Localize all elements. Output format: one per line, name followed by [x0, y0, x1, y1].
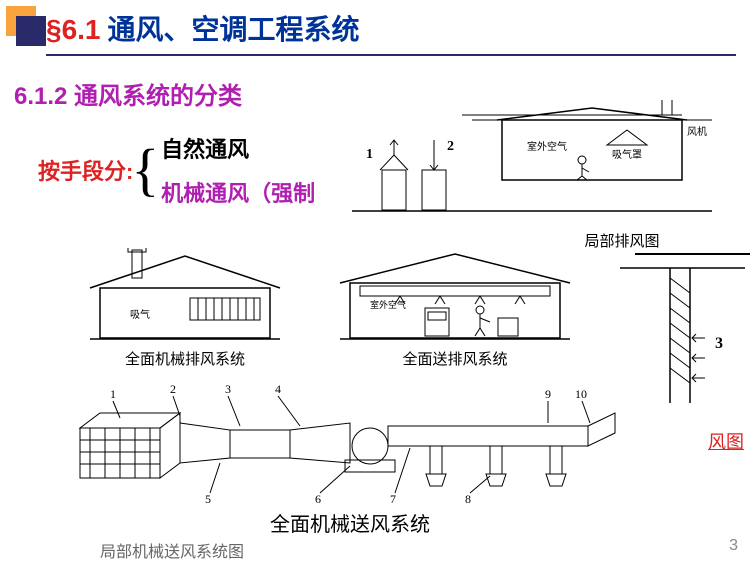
caption-bottom-fragment-wrap: 局部机械送风系统图 — [100, 538, 244, 562]
svg-text:1: 1 — [110, 387, 116, 401]
label-fan: 风机 — [687, 125, 707, 138]
diagram-full-supply: 1 2 3 4 5 6 7 8 9 10 全面机械送风系统 — [70, 368, 630, 537]
svg-text:7: 7 — [390, 492, 396, 506]
schematic-full-exhaust: 吸气 — [70, 248, 300, 348]
slide-corner-accent — [0, 0, 44, 44]
caption-full-supply-exhaust: 全面送排风系统 — [330, 348, 580, 369]
caption-bottom-fragment: 局部机械送风系统图 — [100, 538, 244, 562]
caption-right-fragment: 风图 — [610, 428, 744, 454]
diagram-full-exhaust: 吸气 全面机械排风系统 — [70, 248, 300, 369]
schematic-local-exhaust: 风机 吸气罩 室外空气 1 2 — [352, 100, 712, 230]
schematic-full-supply-exhaust: 室外空气 — [330, 248, 580, 348]
accent-navy — [16, 16, 46, 46]
schematic-right-fragment: 3 — [610, 248, 750, 428]
label-1: 1 — [366, 147, 373, 162]
title-bar: §6.1 通风、空调工程系统 — [46, 8, 736, 56]
label-outdoor-air-2: 室外空气 — [370, 299, 406, 310]
svg-text:4: 4 — [275, 382, 281, 396]
svg-text:6: 6 — [315, 492, 321, 506]
title-rest: 通风、空调工程系统 — [108, 14, 360, 45]
label-intake: 吸气 — [130, 308, 150, 321]
diagram-full-supply-exhaust: 室外空气 全面送排风系统 — [330, 248, 580, 369]
page-number: 3 — [729, 537, 738, 555]
diagram-area: 风机 吸气罩 室外空气 1 2 局部排风图 — [0, 100, 756, 563]
diagram-right-fragment: 3 风图 — [610, 248, 750, 454]
svg-text:10: 10 — [575, 387, 587, 401]
schematic-full-supply: 1 2 3 4 5 6 7 8 9 10 — [70, 368, 630, 508]
label-3: 3 — [715, 335, 723, 352]
caption-full-exhaust: 全面机械排风系统 — [70, 348, 300, 369]
svg-text:9: 9 — [545, 387, 551, 401]
label-hood: 吸气罩 — [612, 148, 642, 161]
svg-text:5: 5 — [205, 492, 211, 506]
svg-text:8: 8 — [465, 492, 471, 506]
label-2: 2 — [447, 139, 454, 154]
caption-full-supply: 全面机械送风系统 — [70, 508, 630, 537]
diagram-local-exhaust: 风机 吸气罩 室外空气 1 2 局部排风图 — [352, 100, 712, 251]
title-section: §6.1 — [46, 14, 101, 45]
svg-text:3: 3 — [225, 382, 231, 396]
svg-text:2: 2 — [170, 382, 176, 396]
label-outdoor-air: 室外空气 — [527, 140, 567, 153]
